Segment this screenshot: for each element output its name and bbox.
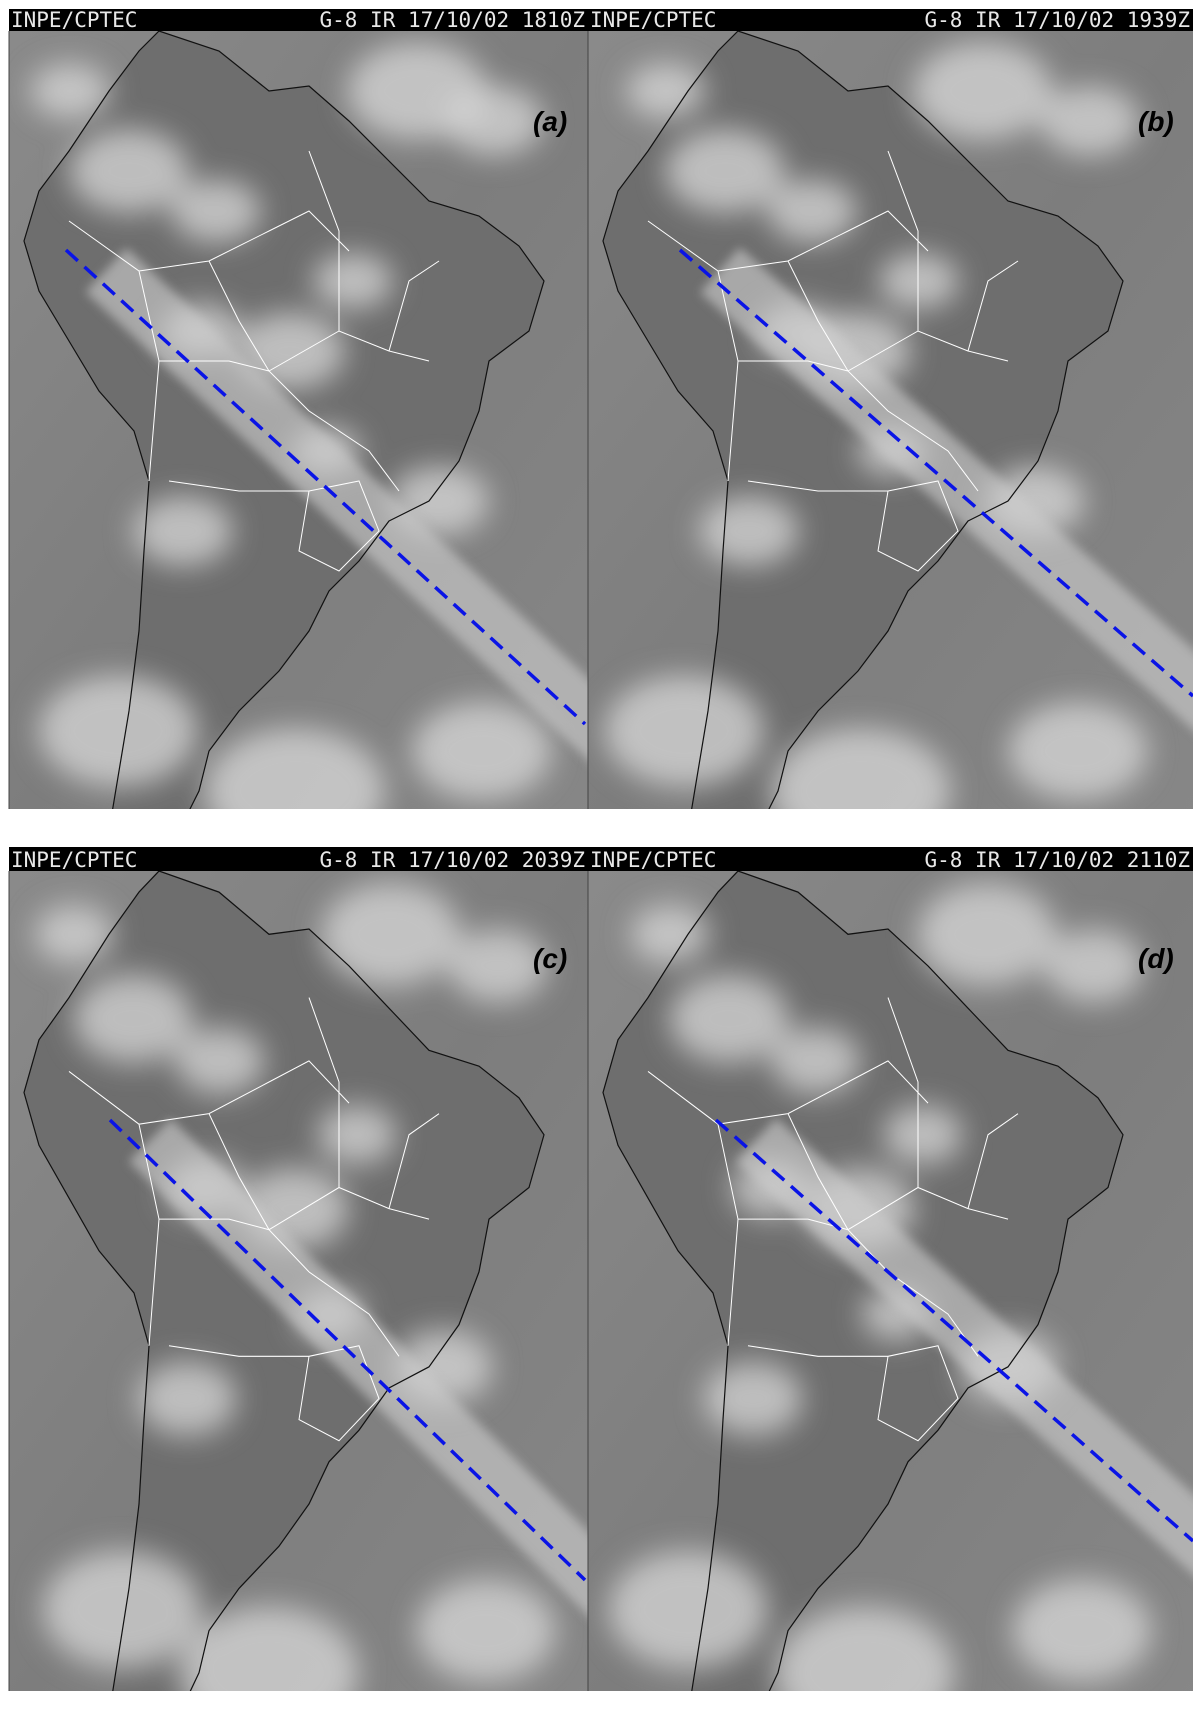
cloud <box>703 1362 803 1436</box>
cloud <box>34 905 114 964</box>
cloud <box>38 675 198 787</box>
panel-label: (c) <box>533 943 567 974</box>
cloud <box>883 1105 963 1164</box>
cloud <box>771 1028 861 1094</box>
header-product: G-8 IR 17/10/02 1939Z <box>924 8 1190 32</box>
cloud <box>699 496 799 566</box>
figure: INPE/CPTECG-8 IR 17/10/02 1810Z(a)INPE/C… <box>0 0 1193 1715</box>
satellite-image <box>588 871 1193 1715</box>
cloud <box>321 883 461 986</box>
cloud <box>317 1105 397 1164</box>
cloud <box>917 883 1057 986</box>
cloud <box>879 253 959 309</box>
cloud <box>42 1550 202 1668</box>
cloud <box>69 129 189 213</box>
satellite-panel: INPE/CPTEC G-8 IR 17/10/02 2110Z (d) <box>588 847 1193 1715</box>
image-content <box>9 871 615 1715</box>
satellite-image <box>588 31 1193 854</box>
cloud <box>30 63 110 119</box>
header-product: G-8 IR 17/10/02 2039Z <box>319 848 585 872</box>
satellite-panel: INPE/CPTEC G-8 IR 17/10/02 1810Z (a) <box>9 8 615 854</box>
cloud <box>665 129 785 213</box>
cloud <box>412 702 552 800</box>
cloud <box>608 1550 768 1668</box>
image-content <box>9 31 615 854</box>
panel-label: (b) <box>1138 106 1174 137</box>
satellite-panel: INPE/CPTEC G-8 IR 17/10/02 2039Z (c) <box>9 847 615 1715</box>
cloud <box>630 905 710 964</box>
cloud <box>171 180 261 243</box>
cloud <box>771 728 951 854</box>
cloud <box>1012 1579 1152 1682</box>
cloud <box>175 1028 265 1094</box>
header-source: INPE/CPTEC <box>590 848 716 872</box>
satellite-image <box>9 31 615 854</box>
header-source: INPE/CPTEC <box>11 848 137 872</box>
cloud <box>205 728 385 854</box>
satellite-image <box>9 871 615 1715</box>
cloud <box>137 1362 237 1436</box>
cloud <box>73 974 193 1063</box>
image-content <box>588 871 1193 1715</box>
cloud <box>133 496 233 566</box>
header-product: G-8 IR 17/10/02 2110Z <box>924 848 1190 872</box>
cloud <box>913 42 1053 140</box>
cloud <box>416 1579 556 1682</box>
cloud <box>1008 702 1148 800</box>
page: INPE/CPTECG-8 IR 17/10/02 1810Z(a)INPE/C… <box>0 0 1193 1715</box>
cloud <box>1044 929 1144 1003</box>
cloud <box>604 675 764 787</box>
header-source: INPE/CPTEC <box>590 8 716 32</box>
cloud <box>626 63 706 119</box>
cloud <box>1040 86 1140 156</box>
cloud <box>669 974 789 1063</box>
header-product: G-8 IR 17/10/02 1810Z <box>319 8 585 32</box>
satellite-panel: INPE/CPTEC G-8 IR 17/10/02 1939Z (b) <box>588 8 1193 854</box>
cloud <box>313 253 393 309</box>
cloud <box>444 86 544 156</box>
panel-label: (a) <box>533 106 567 137</box>
header-source: INPE/CPTEC <box>11 8 137 32</box>
image-content <box>588 31 1193 854</box>
panel-label: (d) <box>1138 943 1174 974</box>
